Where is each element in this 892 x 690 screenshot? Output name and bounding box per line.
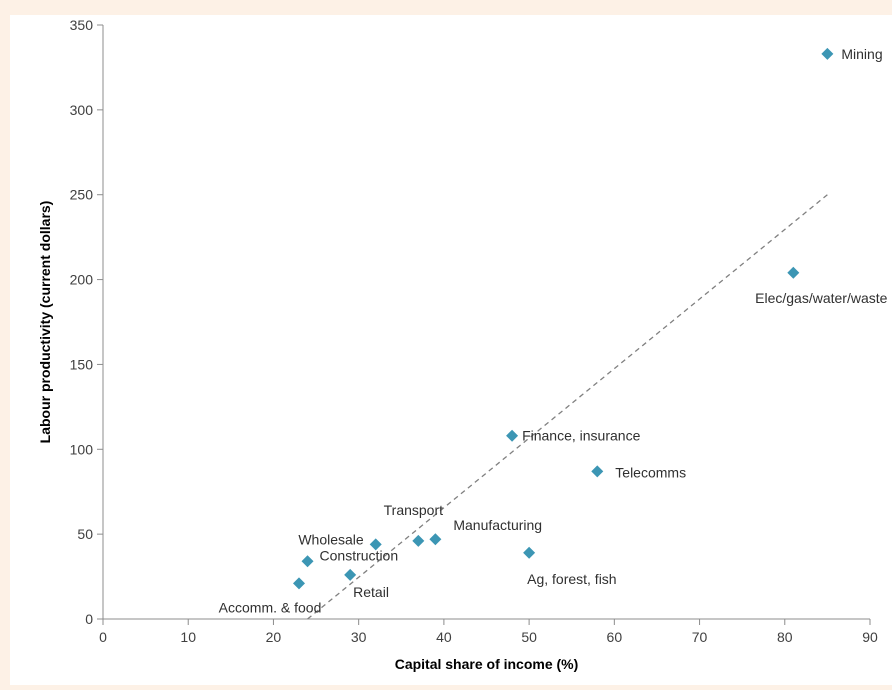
data-point — [429, 533, 442, 546]
point-label: Retail — [353, 584, 389, 600]
y-tick-label: 100 — [70, 441, 94, 457]
y-tick-label: 250 — [70, 187, 94, 203]
x-tick-label: 40 — [436, 629, 452, 645]
x-tick-label: 50 — [521, 629, 537, 645]
point-label: Elec/gas/water/waste — [755, 290, 887, 306]
data-point — [591, 465, 604, 478]
data-point — [369, 538, 382, 551]
x-tick-label: 30 — [351, 629, 367, 645]
y-axis-title: Labour productivity (current dollars) — [37, 201, 53, 444]
y-tick-label: 50 — [77, 526, 93, 542]
x-tick-label: 60 — [607, 629, 623, 645]
data-point — [301, 555, 314, 568]
y-tick-label: 200 — [70, 272, 94, 288]
point-label: Transport — [384, 502, 444, 518]
point-label: Accomm. & food — [219, 599, 322, 615]
x-tick-label: 80 — [777, 629, 793, 645]
x-tick-label: 90 — [862, 629, 878, 645]
y-tick-label: 0 — [85, 611, 93, 627]
y-tick-label: 300 — [70, 102, 94, 118]
point-label: Construction — [320, 547, 399, 563]
trendline-group — [307, 194, 828, 620]
point-label: Finance, insurance — [522, 428, 641, 444]
y-tick-label: 150 — [70, 356, 94, 372]
x-axis-title: Capital share of income (%) — [395, 656, 579, 672]
x-tick-label: 70 — [692, 629, 708, 645]
plot-background — [10, 15, 892, 685]
point-label: Telecomms — [615, 464, 686, 480]
data-point — [293, 577, 306, 590]
point-labels-group: Mining Elec/gas/water/waste Finance, insur… — [219, 46, 888, 616]
point-label: Wholesale — [298, 531, 364, 547]
data-point — [787, 266, 800, 279]
x-tick-label: 20 — [266, 629, 282, 645]
axes: 0 50 100 150 200 250 300 350 0 10 20 30 40 50 60 70 80 90 — [70, 17, 878, 645]
y-tick-label: 350 — [70, 17, 94, 33]
data-point — [344, 568, 357, 581]
point-label: Mining — [841, 46, 882, 62]
x-tick-label: 0 — [99, 629, 107, 645]
point-label: Ag, forest, fish — [527, 571, 616, 587]
data-point — [523, 546, 536, 559]
data-point — [821, 47, 834, 60]
data-point — [412, 534, 425, 547]
point-label: Manufacturing — [453, 517, 542, 533]
points-group — [293, 47, 834, 590]
trendline — [307, 194, 828, 620]
data-point — [506, 429, 519, 442]
x-tick-label: 10 — [180, 629, 196, 645]
